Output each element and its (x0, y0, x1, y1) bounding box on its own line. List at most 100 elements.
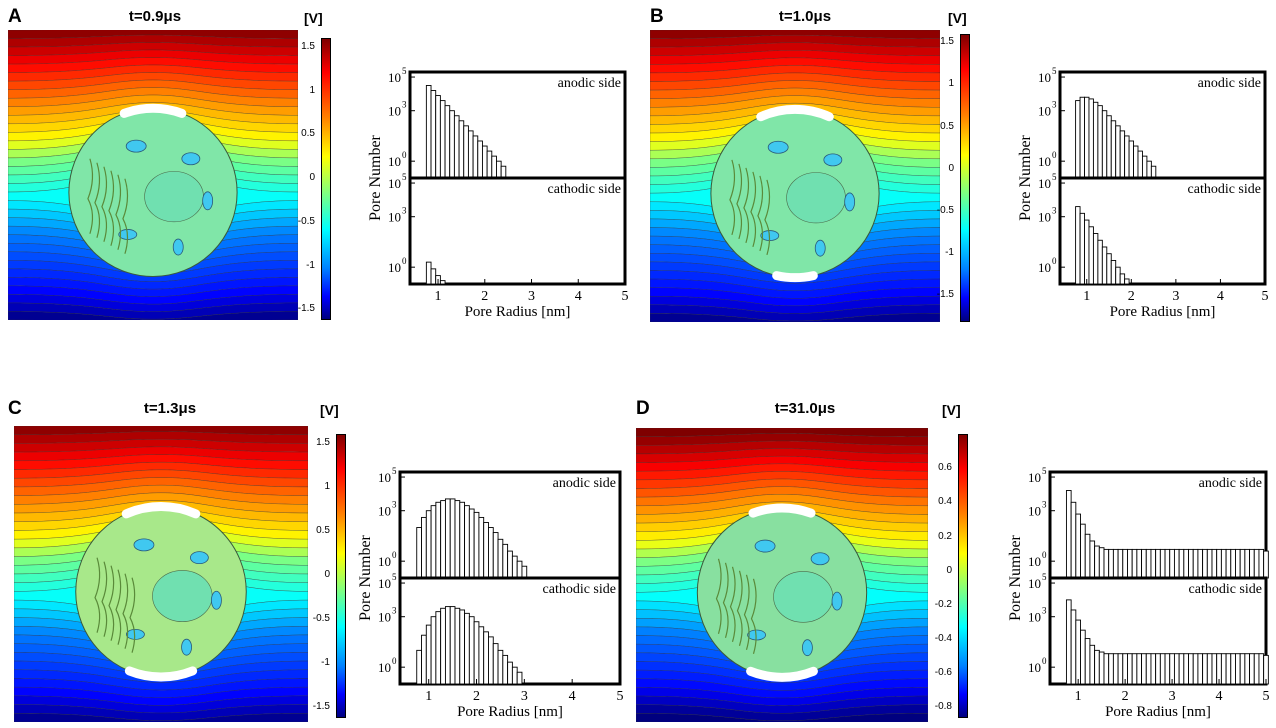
histogram-bar (425, 85, 432, 179)
histogram-bar (1197, 548, 1204, 579)
membrane-fold (715, 558, 722, 634)
panel-label: D (636, 398, 650, 419)
histogram-bar (1094, 649, 1100, 685)
histogram-bar (1253, 653, 1260, 685)
panel-time-title: t=31.0μs (770, 400, 840, 417)
potential-map (8, 30, 298, 320)
histogram-bar (1119, 130, 1126, 179)
colorbar-tick-label: -0.8 (934, 701, 952, 713)
x-tick-label: 4 (569, 689, 576, 704)
histogram-bar (459, 609, 466, 685)
membrane-fold (115, 174, 122, 250)
colorbar-tick-label: 0.6 (938, 462, 952, 474)
x-tick-label: 2 (473, 689, 480, 704)
histogram-bar (1192, 548, 1199, 579)
histogram-bar (430, 616, 437, 685)
histogram-bar (421, 634, 427, 685)
histogram-bar (483, 522, 489, 579)
pore-cluster (125, 139, 147, 153)
pore-cluster (810, 552, 830, 566)
colorbar-tick-label: -1 (306, 259, 315, 271)
histogram-bar (1188, 653, 1194, 685)
histogram-bar (1225, 548, 1232, 579)
membrane-fold (115, 569, 122, 645)
histogram-bar (444, 498, 451, 579)
y-tick-exponent: 3 (1052, 100, 1057, 110)
histogram-bar (1128, 140, 1134, 179)
histogram-bar (1124, 278, 1130, 285)
x-axis-label: Pore Radius [nm] (457, 704, 563, 720)
histogram-bar (507, 550, 513, 579)
y-tick-label: 10 (1028, 504, 1041, 519)
cathodic-pore-cap (124, 666, 198, 682)
histogram-bar (477, 140, 483, 179)
histogram-bar (486, 150, 493, 179)
histogram-bar (444, 105, 451, 179)
cathodic-label: cathodic side (1189, 582, 1262, 597)
colorbar-tick-label: 1.5 (316, 436, 330, 448)
pore-cluster (172, 238, 184, 256)
y-tick-exponent: 0 (1042, 550, 1047, 560)
y-tick-exponent: 5 (402, 172, 407, 182)
histogram-bar (491, 155, 497, 179)
histogram-bar (416, 527, 422, 579)
cathodic-label: cathodic side (543, 582, 616, 597)
cell-region (786, 172, 846, 224)
cell-region (152, 570, 213, 622)
x-axis-label: Pore Radius [nm] (465, 304, 571, 320)
histogram-bar (449, 498, 456, 579)
membrane-fold (736, 163, 743, 240)
histogram-bar (1065, 490, 1072, 579)
colorbar-tick-label: -0.5 (936, 204, 954, 216)
histogram-bar (516, 671, 523, 685)
x-tick-label: 3 (521, 689, 528, 704)
histogram-bar (1127, 548, 1133, 579)
colorbar-tick-label: -1.5 (312, 701, 330, 713)
colorbar-unit: [V] (942, 402, 961, 418)
x-tick-label: 4 (575, 289, 582, 304)
cathodic-label: cathodic side (1188, 182, 1261, 197)
membrane-fold (736, 570, 743, 646)
potential-map (14, 426, 308, 722)
histogram-bar (1119, 273, 1126, 285)
colorbar (321, 38, 331, 320)
histogram-bar (449, 606, 456, 685)
anodic-label: anodic side (558, 76, 621, 91)
colorbar-tick-label: 0.2 (938, 530, 952, 542)
histogram-bar (435, 501, 442, 579)
pore-cluster (202, 191, 214, 211)
y-axis-label: Pore Number (1007, 534, 1024, 620)
histogram-bar (425, 510, 432, 579)
y-tick-label: 10 (1038, 176, 1051, 191)
histogram-bar (492, 643, 499, 685)
histogram-bar (1235, 653, 1241, 685)
histogram-bar (1110, 120, 1117, 179)
panel-time-title: t=1.0μs (770, 8, 840, 25)
colorbar-tick-label: 0.5 (940, 120, 954, 132)
y-tick-label: 10 (378, 470, 391, 485)
y-tick-exponent: 0 (392, 656, 397, 666)
histogram-bar (1159, 653, 1166, 685)
histogram-bar (1225, 653, 1232, 685)
x-axis-label: Pore Radius [nm] (1105, 704, 1211, 720)
x-tick-label: 3 (528, 289, 535, 304)
histogram-bar (1169, 548, 1175, 579)
pore-cluster (189, 551, 209, 565)
colorbar-tick-label: 0 (324, 569, 330, 580)
histogram-bar (1249, 548, 1255, 579)
y-tick-label: 10 (1028, 576, 1041, 591)
y-tick-exponent: 3 (392, 500, 397, 510)
histogram-bar (468, 508, 475, 579)
histogram-bar (1150, 653, 1157, 685)
histogram-bar (425, 624, 432, 685)
x-tick-label: 1 (1083, 289, 1090, 304)
pore-cluster (754, 539, 776, 553)
y-tick-exponent: 5 (402, 66, 407, 76)
membrane-fold (108, 170, 115, 246)
histogram-bar (416, 649, 422, 685)
histogram-bar (430, 90, 437, 179)
histogram-bar (1084, 96, 1090, 179)
colorbar-tick-label: -1.5 (936, 288, 954, 300)
potential-band (14, 713, 308, 722)
histogram-bar (444, 606, 451, 685)
